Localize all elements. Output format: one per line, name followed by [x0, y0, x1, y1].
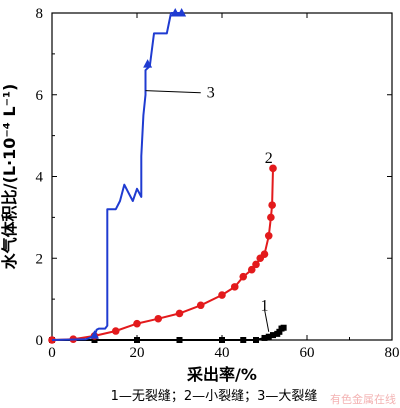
data-point-series-2 — [111, 327, 120, 335]
y-tick-label: 6 — [36, 88, 44, 104]
data-point-series-1 — [253, 337, 259, 343]
data-point-series-2 — [268, 201, 276, 209]
y-tick-label: 0 — [36, 333, 44, 349]
watermark: 有色金属在线 — [330, 392, 396, 406]
plot-frame — [51, 12, 393, 341]
leader-line-series-3 — [145, 90, 201, 94]
data-point-series-2 — [269, 164, 277, 173]
data-point-series-2 — [239, 272, 248, 281]
leader-line-series-1 — [264, 309, 270, 332]
data-point-series-2 — [252, 260, 260, 269]
data-point-series-2 — [267, 213, 275, 222]
data-point-series-2 — [264, 231, 273, 240]
data-point-series-2 — [196, 301, 205, 310]
x-tick-label: 60 — [300, 345, 315, 361]
figure-caption: 1—无裂缝；2—小裂缝；3—大裂缝 — [111, 389, 318, 404]
y-tick-label: 8 — [36, 6, 44, 22]
data-point-series-1 — [240, 337, 247, 343]
data-point-series-2 — [218, 291, 226, 299]
data-point-series-2 — [154, 314, 163, 323]
data-point-series-2 — [260, 250, 269, 258]
data-point-series-3 — [143, 59, 153, 68]
data-point-series-2 — [230, 283, 239, 291]
data-point-series-1 — [219, 337, 225, 343]
data-point-series-2 — [175, 309, 184, 318]
series-line-2 — [51, 168, 274, 341]
x-tick-label: 0 — [48, 345, 56, 361]
y-axis-label: 水气体积比/(L·10⁻⁴ L⁻¹) — [0, 84, 19, 270]
data-point-series-1 — [261, 334, 268, 341]
y-tick-label: 4 — [36, 170, 44, 186]
data-point-series-1 — [265, 333, 272, 340]
chart-marks — [48, 8, 287, 344]
x-tick-label: 40 — [215, 345, 230, 361]
x-tick-label: 20 — [130, 345, 145, 361]
y-tick-label: 2 — [36, 251, 44, 267]
series-line-3 — [51, 12, 184, 341]
data-point-series-1 — [276, 328, 283, 335]
series-label-2: 2 — [265, 150, 273, 167]
data-point-series-1 — [270, 332, 276, 339]
series-label-1: 1 — [261, 297, 269, 314]
data-point-series-3 — [170, 8, 180, 17]
data-point-series-2 — [247, 265, 256, 274]
series-label-3: 3 — [207, 85, 215, 102]
x-axis-label: 采出率/% — [186, 365, 257, 384]
data-point-series-2 — [133, 319, 141, 328]
data-point-series-1 — [134, 337, 140, 343]
data-point-series-3 — [90, 330, 99, 339]
axes: 0 20 40 60 80 0 2 4 6 8 — [36, 6, 400, 361]
data-point-series-1 — [280, 324, 287, 331]
data-point-series-3 — [177, 8, 187, 17]
chart-labels: 3 2 1 — [145, 85, 273, 332]
data-point-series-1 — [91, 337, 98, 343]
data-point-series-1 — [176, 337, 183, 343]
x-tick-label: 80 — [385, 345, 400, 361]
